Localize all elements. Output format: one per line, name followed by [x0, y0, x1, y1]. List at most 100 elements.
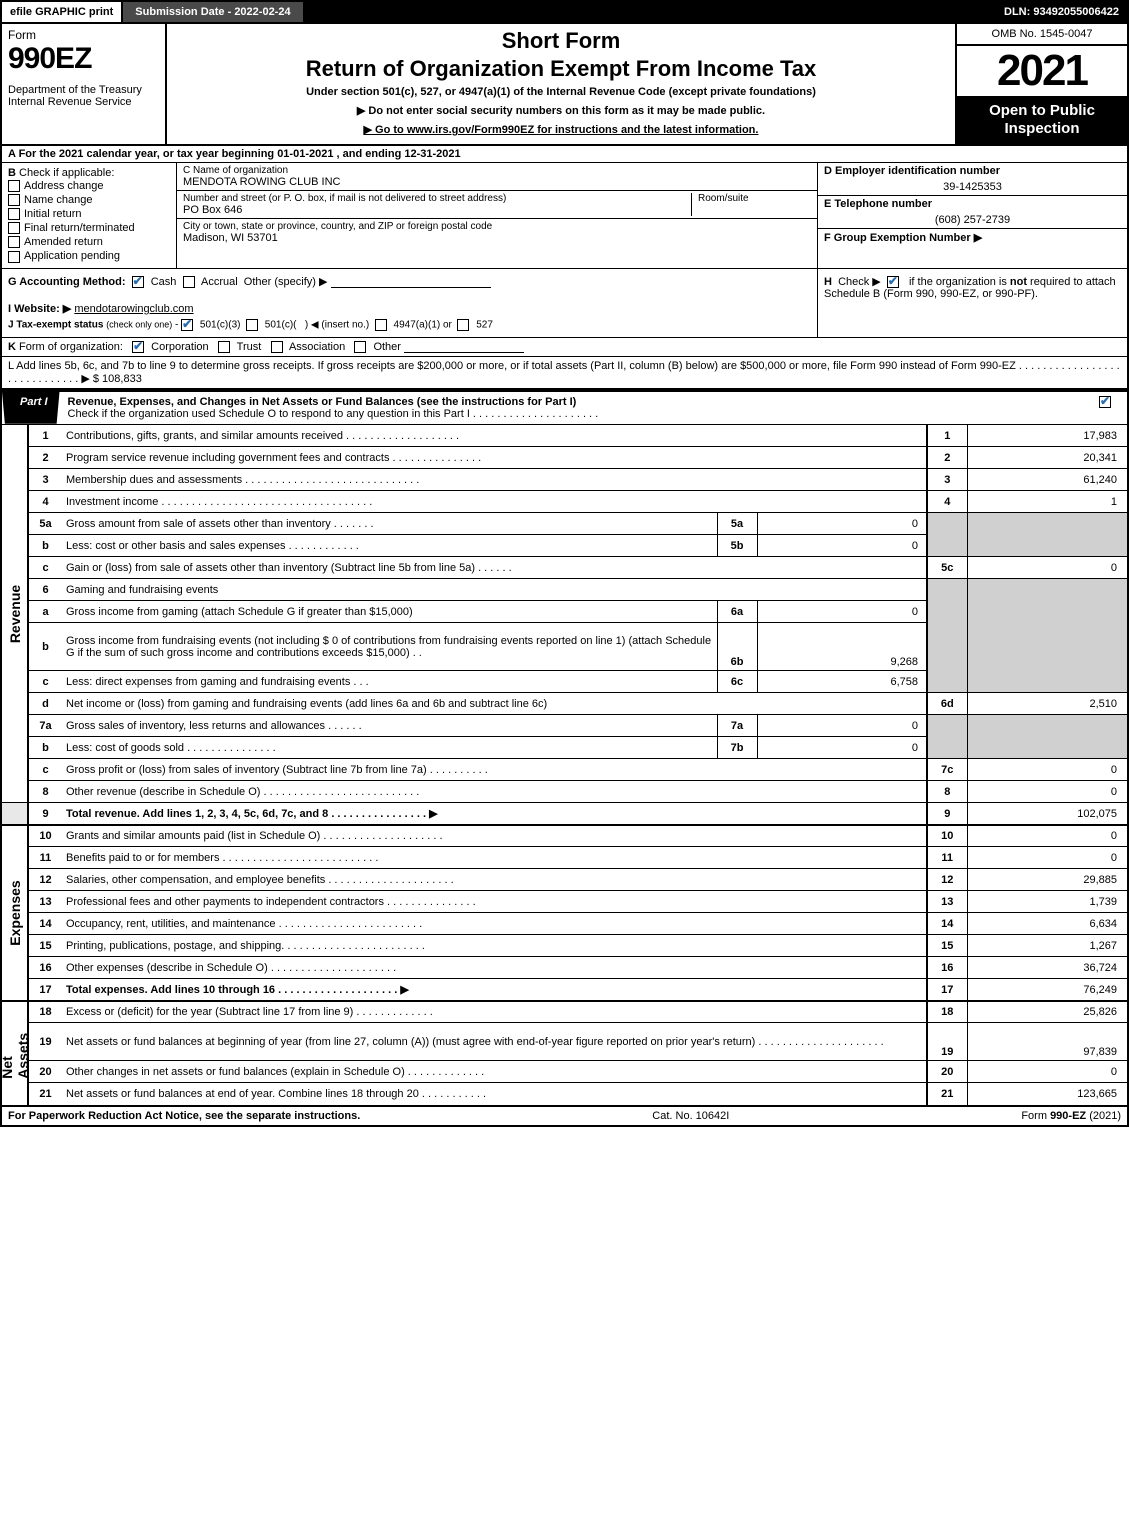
- line-2-val: 20,341: [967, 447, 1127, 469]
- c-city-label: City or town, state or province, country…: [183, 221, 811, 232]
- row-k-orgform: K Form of organization: Corporation Trus…: [2, 338, 1127, 357]
- footer-left: For Paperwork Reduction Act Notice, see …: [8, 1110, 360, 1122]
- header-mid: Short Form Return of Organization Exempt…: [167, 24, 957, 144]
- line-21-val: 123,665: [967, 1083, 1127, 1105]
- line-15-num: 15: [28, 935, 62, 957]
- gray-7ab-val: [967, 715, 1127, 759]
- line-13-num: 13: [28, 891, 62, 913]
- line-17-num: 17: [28, 979, 62, 1001]
- chk-accrual[interactable]: [183, 276, 195, 288]
- form-header: Form 990EZ Department of the Treasury In…: [2, 24, 1127, 146]
- line-13-desc: Professional fees and other payments to …: [62, 891, 927, 913]
- chk-final-return[interactable]: [8, 222, 20, 234]
- chk-h-notrequired[interactable]: [887, 276, 899, 288]
- line-8-num: 8: [28, 781, 62, 803]
- chk-part1-schedO[interactable]: [1099, 396, 1111, 408]
- line-17-desc: Total expenses. Add lines 10 through 16 …: [62, 979, 927, 1001]
- gray-5ab: [927, 513, 967, 557]
- chk-trust[interactable]: [218, 341, 230, 353]
- line-6b-sv: 9,268: [757, 623, 927, 671]
- tax-year: 2021: [957, 46, 1127, 96]
- chk-cash[interactable]: [132, 276, 144, 288]
- gray-5ab-val: [967, 513, 1127, 557]
- g-accrual: Accrual: [201, 276, 238, 288]
- gray-7ab: [927, 715, 967, 759]
- efile-print-btn[interactable]: efile GRAPHIC print: [2, 2, 123, 22]
- g-accounting: G Accounting Method: Cash Accrual Other …: [2, 269, 817, 337]
- line-6c-num: c: [28, 671, 62, 693]
- line-16-rnum: 16: [927, 957, 967, 979]
- line-6d-num: d: [28, 693, 62, 715]
- c-name-label: C Name of organization: [183, 165, 811, 176]
- line-5a-desc: Gross amount from sale of assets other t…: [62, 513, 717, 535]
- header-left: Form 990EZ Department of the Treasury In…: [2, 24, 167, 144]
- part1-checkline: Check if the organization used Schedule …: [68, 408, 599, 420]
- line-7b-sv: 0: [757, 737, 927, 759]
- chk-other-org[interactable]: [354, 341, 366, 353]
- chk-corporation[interactable]: [132, 341, 144, 353]
- line-5a-sv: 0: [757, 513, 927, 535]
- line-4-num: 4: [28, 491, 62, 513]
- line-16-val: 36,724: [967, 957, 1127, 979]
- line-15-val: 1,267: [967, 935, 1127, 957]
- return-title: Return of Organization Exempt From Incom…: [175, 56, 947, 82]
- line-14-val: 6,634: [967, 913, 1127, 935]
- form-number: 990EZ: [8, 42, 159, 76]
- line-4-desc: Investment income . . . . . . . . . . . …: [62, 491, 927, 513]
- chk-initial-return[interactable]: [8, 208, 20, 220]
- line-6b-num: b: [28, 623, 62, 671]
- line-5c-desc: Gain or (loss) from sale of assets other…: [62, 557, 927, 579]
- top-bar: efile GRAPHIC print Submission Date - 20…: [2, 2, 1127, 24]
- part1-title: Revenue, Expenses, and Changes in Net As…: [60, 392, 1087, 424]
- website-link[interactable]: mendotarowingclub.com: [74, 303, 193, 315]
- b-item-0: Address change: [24, 180, 104, 192]
- line-11-val: 0: [967, 847, 1127, 869]
- line-19-num: 19: [28, 1023, 62, 1061]
- line-20-rnum: 20: [927, 1061, 967, 1083]
- chk-527[interactable]: [457, 319, 469, 331]
- line-7a-sn: 7a: [717, 715, 757, 737]
- line-1-desc: Contributions, gifts, grants, and simila…: [62, 425, 927, 447]
- chk-address-change[interactable]: [8, 180, 20, 192]
- c-street-label: Number and street (or P. O. box, if mail…: [183, 193, 691, 204]
- header-right: OMB No. 1545-0047 2021 Open to Public In…: [957, 24, 1127, 144]
- e-tel-label: E Telephone number: [818, 195, 1127, 212]
- line-12-desc: Salaries, other compensation, and employ…: [62, 869, 927, 891]
- chk-501c[interactable]: [246, 319, 258, 331]
- other-org-line[interactable]: [404, 341, 524, 353]
- open-to-public: Open to Public Inspection: [957, 96, 1127, 144]
- line-10-num: 10: [28, 825, 62, 847]
- footer-left-text: For Paperwork Reduction Act Notice, see …: [8, 1110, 360, 1122]
- line-11-num: 11: [28, 847, 62, 869]
- gray-6abc-val: [967, 579, 1127, 693]
- line-12-val: 29,885: [967, 869, 1127, 891]
- d-ein-label: D Employer identification number: [818, 163, 1127, 179]
- section-gh: G Accounting Method: Cash Accrual Other …: [2, 269, 1127, 338]
- line-6c-sn: 6c: [717, 671, 757, 693]
- col-b-checkboxes: B Check if applicable: Address change Na…: [2, 163, 177, 268]
- irs-link[interactable]: ▶ Go to www.irs.gov/Form990EZ for instru…: [364, 124, 759, 136]
- chk-association[interactable]: [271, 341, 283, 353]
- goto-link[interactable]: ▶ Go to www.irs.gov/Form990EZ for instru…: [175, 123, 947, 136]
- form-container: efile GRAPHIC print Submission Date - 20…: [0, 0, 1129, 1127]
- chk-4947[interactable]: [375, 319, 387, 331]
- chk-name-change[interactable]: [8, 194, 20, 206]
- chk-application-pending[interactable]: [8, 251, 20, 263]
- line-6b-sn: 6b: [717, 623, 757, 671]
- line-2-rnum: 2: [927, 447, 967, 469]
- g-other-line[interactable]: [331, 276, 491, 288]
- line-18-desc: Excess or (deficit) for the year (Subtra…: [62, 1001, 927, 1023]
- chk-amended-return[interactable]: [8, 236, 20, 248]
- line-6b-desc: Gross income from fundraising events (no…: [62, 623, 717, 671]
- line-6-desc: Gaming and fundraising events: [62, 579, 927, 601]
- line-6d-desc: Net income or (loss) from gaming and fun…: [62, 693, 927, 715]
- line-7a-desc: Gross sales of inventory, less returns a…: [62, 715, 717, 737]
- chk-501c3[interactable]: [181, 319, 193, 331]
- line-5c-num: c: [28, 557, 62, 579]
- h-check: H Check ▶ if the organization is not req…: [817, 269, 1127, 337]
- row-a-taxyear: A For the 2021 calendar year, or tax yea…: [2, 146, 1127, 163]
- line-6d-rnum: 6d: [927, 693, 967, 715]
- line-14-desc: Occupancy, rent, utilities, and maintena…: [62, 913, 927, 935]
- line-20-desc: Other changes in net assets or fund bala…: [62, 1061, 927, 1083]
- row-l-grossreceipts: L Add lines 5b, 6c, and 7b to line 9 to …: [2, 357, 1127, 390]
